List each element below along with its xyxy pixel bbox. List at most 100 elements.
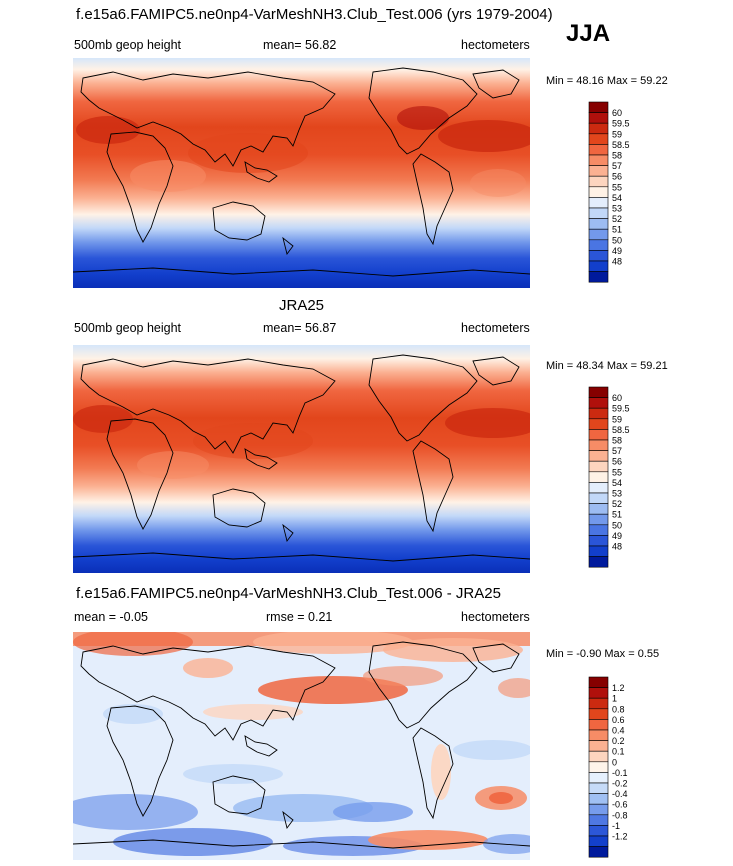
colorbar-tick-label: -1 [612,821,620,831]
colorbar-box [588,271,609,283]
colorbar-box [588,503,609,515]
colorbar-box [588,418,609,430]
colorbar-box [588,492,609,504]
colorbar-box [588,482,609,494]
colorbar-tick-label: 0.4 [612,726,625,736]
colorbar-tick-label: 57 [612,161,622,171]
colorbar-box [588,814,609,826]
colorbar-tick-label: 60 [612,108,622,118]
colorbar-box [588,793,609,805]
panel1-title: f.e15a6.FAMIPC5.ne0np4-VarMeshNH3.Club_T… [76,6,553,23]
colorbar-box [588,471,609,483]
colorbar-box [588,101,609,113]
panel3-minmax: Min = -0.90 Max = 0.55 [546,648,660,660]
colorbar-tick-label: 54 [612,478,622,488]
colorbar-box [588,122,609,135]
panel1-units-label: hectometers [461,38,530,52]
colorbar-box [588,772,609,784]
colorbar-tick-label: 48 [612,257,622,267]
panel1-minmax: Min = 48.16 Max = 59.22 [546,75,668,87]
colorbar-box [588,175,609,188]
panel3-coastlines [73,641,530,849]
colorbar-box [588,450,609,462]
panel2-map [73,345,530,573]
colorbar-tick-label: 0.1 [612,747,625,757]
panel3-mean-label: mean = -0.05 [74,610,149,624]
colorbar-box [588,207,609,219]
colorbar-box [588,386,609,398]
panel3-map [73,632,530,860]
colorbar-box [588,846,609,858]
colorbar-tick-label: 58 [612,436,622,446]
colorbar-box [588,740,609,752]
panel3-units-label: hectometers [461,610,530,624]
colorbar-tick-label: 0 [612,757,617,767]
colorbar-tick-label: 50 [612,235,622,245]
colorbar-tick-label: 50 [612,520,622,530]
colorbar-tick-label: 52 [612,214,622,224]
colorbar-box [588,186,609,198]
panel1-coastlines [73,67,530,277]
colorbar-box [588,556,609,568]
colorbar-tick-label: 60 [612,393,622,403]
colorbar-box [588,782,609,794]
panel2-variable-label: 500mb geop height [74,321,182,335]
colorbar-box [588,239,609,251]
panel3-colorbar-boxes [588,676,609,858]
colorbar-box [588,133,609,145]
colorbar-tick-label: -0.8 [612,810,628,820]
panel1-variable-label: 500mb geop height [74,38,182,52]
colorbar-tick-label: 51 [612,225,622,235]
colorbar-tick-label: 59.5 [612,119,630,129]
colorbar-tick-label: 49 [612,246,622,256]
colorbar-box [588,750,609,763]
panel3-colorbar: 1.210.80.60.40.20.10-0.1-0.2-0.4-0.6-0.8… [588,676,628,858]
colorbar-tick-label: 49 [612,531,622,541]
panel2-units-label: hectometers [461,321,530,335]
panel3-rmse-label: rmse = 0.21 [266,610,333,624]
colorbar-tick-label: 59 [612,129,622,139]
colorbar-tick-label: 56 [612,457,622,467]
colorbar-tick-label: 58.5 [612,140,630,150]
panel2-coastlines [73,354,530,562]
colorbar-box [588,260,609,272]
colorbar-tick-label: -0.4 [612,789,628,799]
panel1-colorbar-boxes [588,101,609,283]
colorbar-box [588,687,609,699]
colorbar-tick-label: -1.2 [612,832,628,842]
colorbar-tick-label: 0.2 [612,736,625,746]
panel1-map [73,58,530,288]
colorbar-tick-label: 58 [612,151,622,161]
colorbar-box [588,708,609,720]
panel1-mean-label: mean= 56.82 [263,38,337,52]
colorbar-box [588,825,609,837]
colorbar-box [588,460,609,473]
colorbar-tick-label: -0.6 [612,800,628,810]
colorbar-tick-label: 51 [612,510,622,520]
colorbar-tick-label: 59.5 [612,404,630,414]
colorbar-box [588,803,609,816]
colorbar-box [588,761,609,773]
colorbar-box [588,407,609,420]
panel2-features [73,405,530,479]
colorbar-tick-label: 0.8 [612,704,625,714]
colorbar-tick-label: 52 [612,499,622,509]
colorbar-box [588,228,609,241]
colorbar-box [588,729,609,741]
colorbar-tick-label: -0.1 [612,768,628,778]
panel2-mean-label: mean= 56.87 [263,321,337,335]
panel2-colorbar-boxes [588,386,609,568]
colorbar-tick-label: 55 [612,467,622,477]
colorbar-box [588,197,609,209]
colorbar-box [588,154,609,166]
colorbar-box [588,144,609,156]
panel3-title: f.e15a6.FAMIPC5.ne0np4-VarMeshNH3.Club_T… [76,585,501,602]
panel2-minmax: Min = 48.34 Max = 59.21 [546,360,668,372]
colorbar-box [588,697,609,710]
colorbar-box [588,165,609,177]
colorbar-box [588,524,609,536]
